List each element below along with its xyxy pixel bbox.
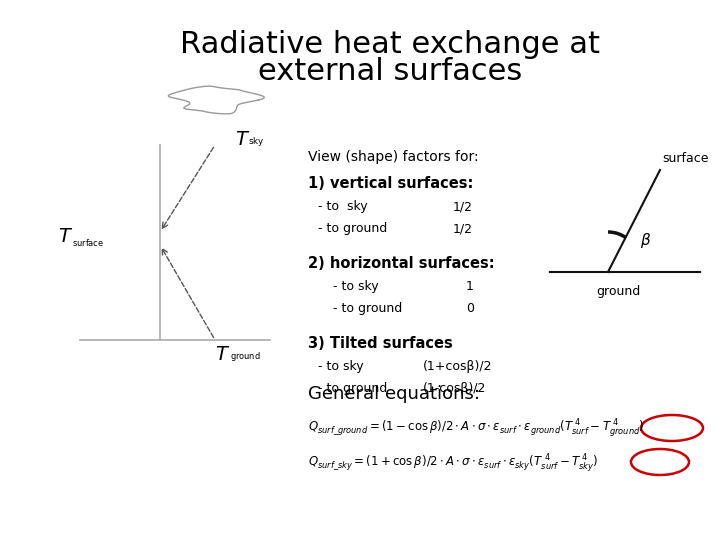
Text: General equations:: General equations: [308,385,480,403]
Text: 1/2: 1/2 [453,200,473,213]
Text: $T$: $T$ [235,130,250,149]
Text: external surfaces: external surfaces [258,57,522,86]
Text: ground: ground [596,285,640,298]
Text: - to ground: - to ground [318,382,387,395]
Text: - to sky: - to sky [333,280,379,293]
Text: $Q_{surf\_sky} = (1+\cos\beta)/2 \cdot A \cdot \sigma \cdot \varepsilon_{surf} \: $Q_{surf\_sky} = (1+\cos\beta)/2 \cdot A… [308,453,598,475]
Text: 1: 1 [466,280,474,293]
Text: (1+cosβ)/2: (1+cosβ)/2 [423,360,492,373]
Text: $_{\rm sky}$: $_{\rm sky}$ [248,135,265,148]
Text: - to ground: - to ground [318,222,387,235]
Text: 0: 0 [466,302,474,315]
Text: View (shape) factors for:: View (shape) factors for: [308,150,479,164]
Text: - to  sky: - to sky [318,200,368,213]
Text: 3) Tilted surfaces: 3) Tilted surfaces [308,336,453,351]
Text: - to ground: - to ground [333,302,402,315]
Text: - to sky: - to sky [318,360,364,373]
Text: surface: surface [662,152,708,165]
Text: $T$: $T$ [58,227,73,246]
Text: 1/2: 1/2 [453,222,473,235]
Text: $Q_{surf\_ground} = (1-\cos\beta)/2 \cdot A \cdot \sigma \cdot \varepsilon_{surf: $Q_{surf\_ground} = (1-\cos\beta)/2 \cdo… [308,418,644,440]
Text: $_{\rm surface}$: $_{\rm surface}$ [72,235,104,248]
Text: $T$: $T$ [215,345,230,364]
Text: $_{\rm ground}$: $_{\rm ground}$ [230,350,261,363]
Text: 1) vertical surfaces:: 1) vertical surfaces: [308,176,473,191]
Text: (1-cosβ)/2: (1-cosβ)/2 [423,382,487,395]
Text: 2) horizontal surfaces:: 2) horizontal surfaces: [308,256,495,271]
Text: Radiative heat exchange at: Radiative heat exchange at [180,30,600,59]
Text: $\beta$: $\beta$ [640,231,652,249]
